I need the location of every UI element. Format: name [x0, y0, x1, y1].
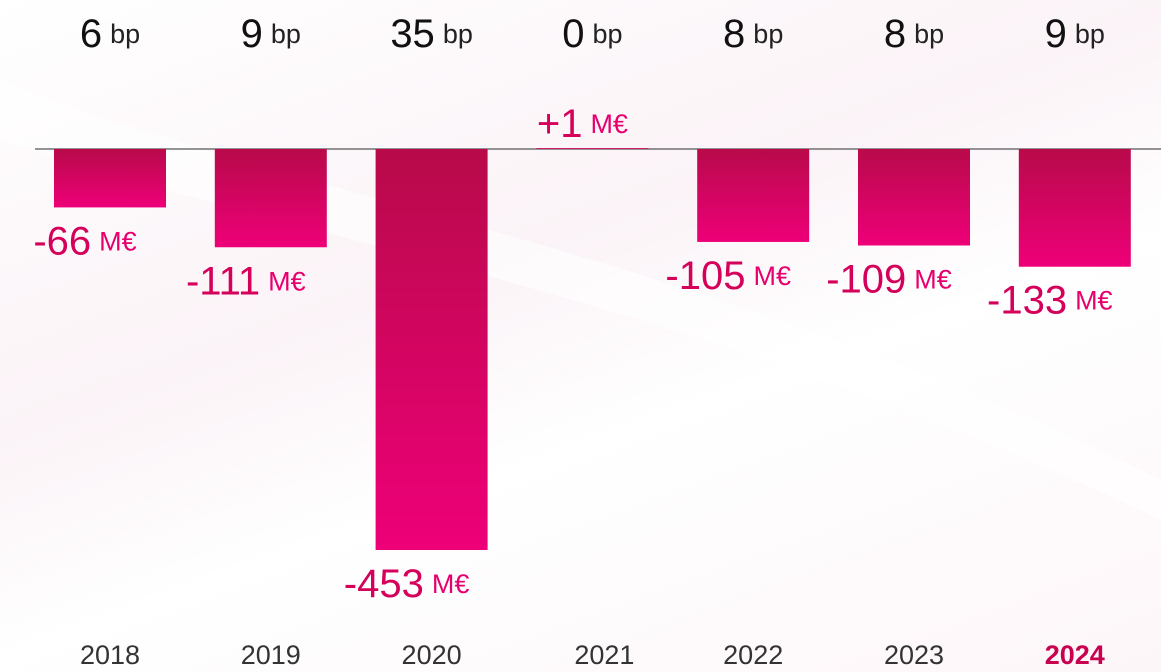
bp-label: 8 bp: [723, 12, 783, 56]
value-unit: M€: [99, 227, 137, 257]
bp-value: 9: [241, 12, 263, 56]
value-label: -111 M€: [186, 259, 306, 303]
value-label: -66 M€: [33, 219, 136, 263]
x-tick-label: 2018: [80, 640, 140, 670]
value-unit: M€: [268, 266, 306, 296]
bp-value: 0: [562, 12, 584, 56]
value-unit: M€: [753, 261, 791, 291]
x-tick-label: 2021: [574, 640, 634, 670]
value-label: -133 M€: [987, 278, 1113, 322]
bar: [1018, 149, 1131, 267]
value-label: +1 M€: [537, 102, 628, 146]
value-unit: M€: [432, 569, 470, 599]
bp-label: 9 bp: [241, 12, 301, 56]
value-unit: M€: [590, 109, 628, 139]
x-tick-label: 2019: [241, 640, 301, 670]
value-unit: M€: [1075, 286, 1113, 316]
bar: [214, 149, 327, 248]
bar: [375, 149, 488, 550]
bp-unit: bp: [271, 19, 301, 49]
bp-label: 6 bp: [80, 12, 140, 56]
bar: [858, 149, 970, 246]
bp-value: 8: [884, 12, 906, 56]
bp-label: 8 bp: [884, 12, 944, 56]
value-label: -453 M€: [344, 562, 470, 606]
value-number: -66: [33, 219, 91, 263]
bp-label: 0 bp: [562, 12, 622, 56]
value-label: -105 M€: [665, 254, 791, 298]
bar: [697, 149, 810, 242]
value-label: -109 M€: [826, 257, 952, 301]
bp-label: 9 bp: [1045, 12, 1105, 56]
value-number: -133: [987, 278, 1067, 322]
bp-unit: bp: [593, 19, 623, 49]
value-number: -111: [186, 259, 260, 303]
bp-label: 35 bp: [390, 12, 473, 56]
x-tick-label: 2024: [1045, 640, 1105, 670]
bp-value: 9: [1045, 12, 1067, 56]
x-tick-label: 2022: [723, 640, 783, 670]
bp-unit: bp: [1075, 19, 1105, 49]
value-number: -453: [344, 562, 424, 606]
bp-unit: bp: [443, 19, 473, 49]
bar: [536, 148, 649, 149]
x-tick-label: 2023: [884, 640, 944, 670]
bp-value: 8: [723, 12, 745, 56]
bp-value: 6: [80, 12, 102, 56]
value-number: +1: [537, 102, 583, 146]
bp-unit: bp: [753, 19, 783, 49]
bp-unit: bp: [914, 19, 944, 49]
value-number: -109: [826, 257, 906, 301]
bar: [54, 149, 166, 208]
x-tick-label: 2020: [402, 640, 462, 670]
value-unit: M€: [914, 265, 952, 295]
value-number: -105: [665, 254, 745, 298]
bp-value: 35: [390, 12, 435, 56]
bp-unit: bp: [110, 19, 140, 49]
